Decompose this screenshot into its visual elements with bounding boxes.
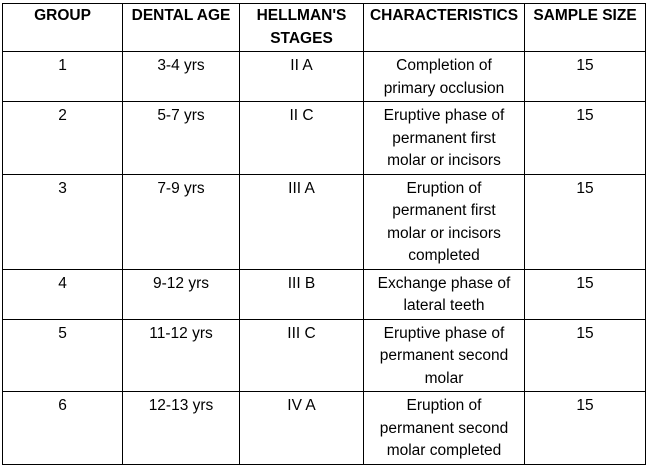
document-page: GROUP DENTAL AGE HELLMAN'S STAGES CHARAC… bbox=[2, 3, 646, 465]
characteristics-line: molar or incisors bbox=[387, 224, 501, 242]
table-row: 4 9-12 yrs III B Exchange phase of later… bbox=[2, 268, 646, 320]
cell-stage: III C bbox=[239, 318, 364, 392]
cell-dental-age: 12-13 yrs bbox=[122, 391, 240, 465]
characteristics-line: molar or incisors bbox=[387, 152, 501, 169]
cell-group: 4 bbox=[2, 268, 123, 320]
cell-sample-size: 15 bbox=[524, 101, 646, 175]
cell-group: 6 bbox=[2, 391, 123, 465]
dental-stages-table: GROUP DENTAL AGE HELLMAN'S STAGES CHARAC… bbox=[2, 3, 646, 465]
cell-stage: III B bbox=[239, 268, 364, 320]
characteristics-line: Exchange phase of bbox=[377, 274, 511, 292]
characteristics-line: Completion of bbox=[396, 57, 492, 74]
header-characteristics: CHARACTERISTICS bbox=[363, 3, 525, 52]
cell-group: 1 bbox=[2, 51, 123, 102]
cell-dental-age: 5-7 yrs bbox=[122, 101, 240, 175]
characteristics-line: permanent second bbox=[379, 419, 509, 437]
cell-stage: IV A bbox=[239, 391, 364, 465]
header-dental-age: DENTAL AGE bbox=[122, 3, 240, 52]
header-sample-size: SAMPLE SIZE bbox=[524, 3, 646, 52]
characteristics-line: permanent second bbox=[379, 347, 509, 364]
table-row: 3 7-9 yrs III A Eruption of permanent fi… bbox=[2, 173, 646, 270]
characteristics-line: permanent first bbox=[392, 202, 496, 219]
characteristics-line: Eruptive phase of bbox=[383, 324, 505, 342]
cell-group: 5 bbox=[2, 318, 123, 392]
characteristics-line: molar bbox=[424, 369, 464, 387]
cell-sample-size: 15 bbox=[524, 173, 646, 270]
table-row: 5 11-12 yrs III C Eruptive phase of perm… bbox=[2, 318, 646, 392]
cell-dental-age: 7-9 yrs bbox=[122, 173, 240, 270]
characteristics-line: primary occlusion bbox=[383, 79, 505, 97]
characteristics-line: permanent first bbox=[392, 129, 496, 147]
cell-characteristics: Exchange phase of lateral teeth bbox=[363, 268, 525, 320]
characteristics-line: completed bbox=[408, 247, 480, 264]
table-row: 1 3-4 yrs II A Completion of primary occ… bbox=[2, 51, 646, 102]
header-characteristics-line: CHARACTERISTICS bbox=[369, 7, 519, 24]
cell-group: 2 bbox=[2, 101, 123, 175]
cell-characteristics: Completion of primary occlusion bbox=[363, 51, 525, 102]
header-sample-size-line: SAMPLE SIZE bbox=[533, 7, 637, 24]
header-stages-line-2: STAGES bbox=[270, 29, 333, 47]
cell-characteristics: Eruption of permanent second molar compl… bbox=[363, 391, 525, 465]
cell-stage: II C bbox=[239, 101, 364, 175]
header-group-line: GROUP bbox=[34, 7, 91, 24]
table-row: 6 12-13 yrs IV A Eruption of permanent s… bbox=[2, 391, 646, 465]
cell-characteristics: Eruptive phase of permanent second molar bbox=[363, 318, 525, 392]
cell-stage: III A bbox=[239, 173, 364, 270]
characteristics-line: molar completed bbox=[386, 442, 502, 459]
characteristics-line: Eruption of bbox=[406, 397, 482, 414]
cell-dental-age: 3-4 yrs bbox=[122, 51, 240, 102]
table-row: 2 5-7 yrs II C Eruptive phase of permane… bbox=[2, 101, 646, 175]
cell-dental-age: 11-12 yrs bbox=[122, 318, 240, 392]
cell-stage: II A bbox=[239, 51, 364, 102]
cell-group: 3 bbox=[2, 173, 123, 270]
characteristics-line: Eruptive phase of bbox=[383, 107, 505, 124]
cell-characteristics: Eruptive phase of permanent first molar … bbox=[363, 101, 525, 175]
cell-sample-size: 15 bbox=[524, 318, 646, 392]
cell-sample-size: 15 bbox=[524, 391, 646, 465]
cell-sample-size: 15 bbox=[524, 268, 646, 320]
cell-sample-size: 15 bbox=[524, 51, 646, 102]
cell-dental-age: 9-12 yrs bbox=[122, 268, 240, 320]
header-hellmans-stages: HELLMAN'S STAGES bbox=[239, 3, 364, 52]
header-stages-line-1: HELLMAN'S bbox=[256, 7, 347, 24]
characteristics-line: Eruption of bbox=[406, 179, 482, 197]
characteristics-line: lateral teeth bbox=[403, 297, 485, 314]
cell-characteristics: Eruption of permanent first molar or inc… bbox=[363, 173, 525, 270]
header-row: GROUP DENTAL AGE HELLMAN'S STAGES CHARAC… bbox=[2, 3, 646, 52]
header-dental-age-line: DENTAL AGE bbox=[131, 7, 231, 24]
header-group: GROUP bbox=[2, 3, 123, 52]
